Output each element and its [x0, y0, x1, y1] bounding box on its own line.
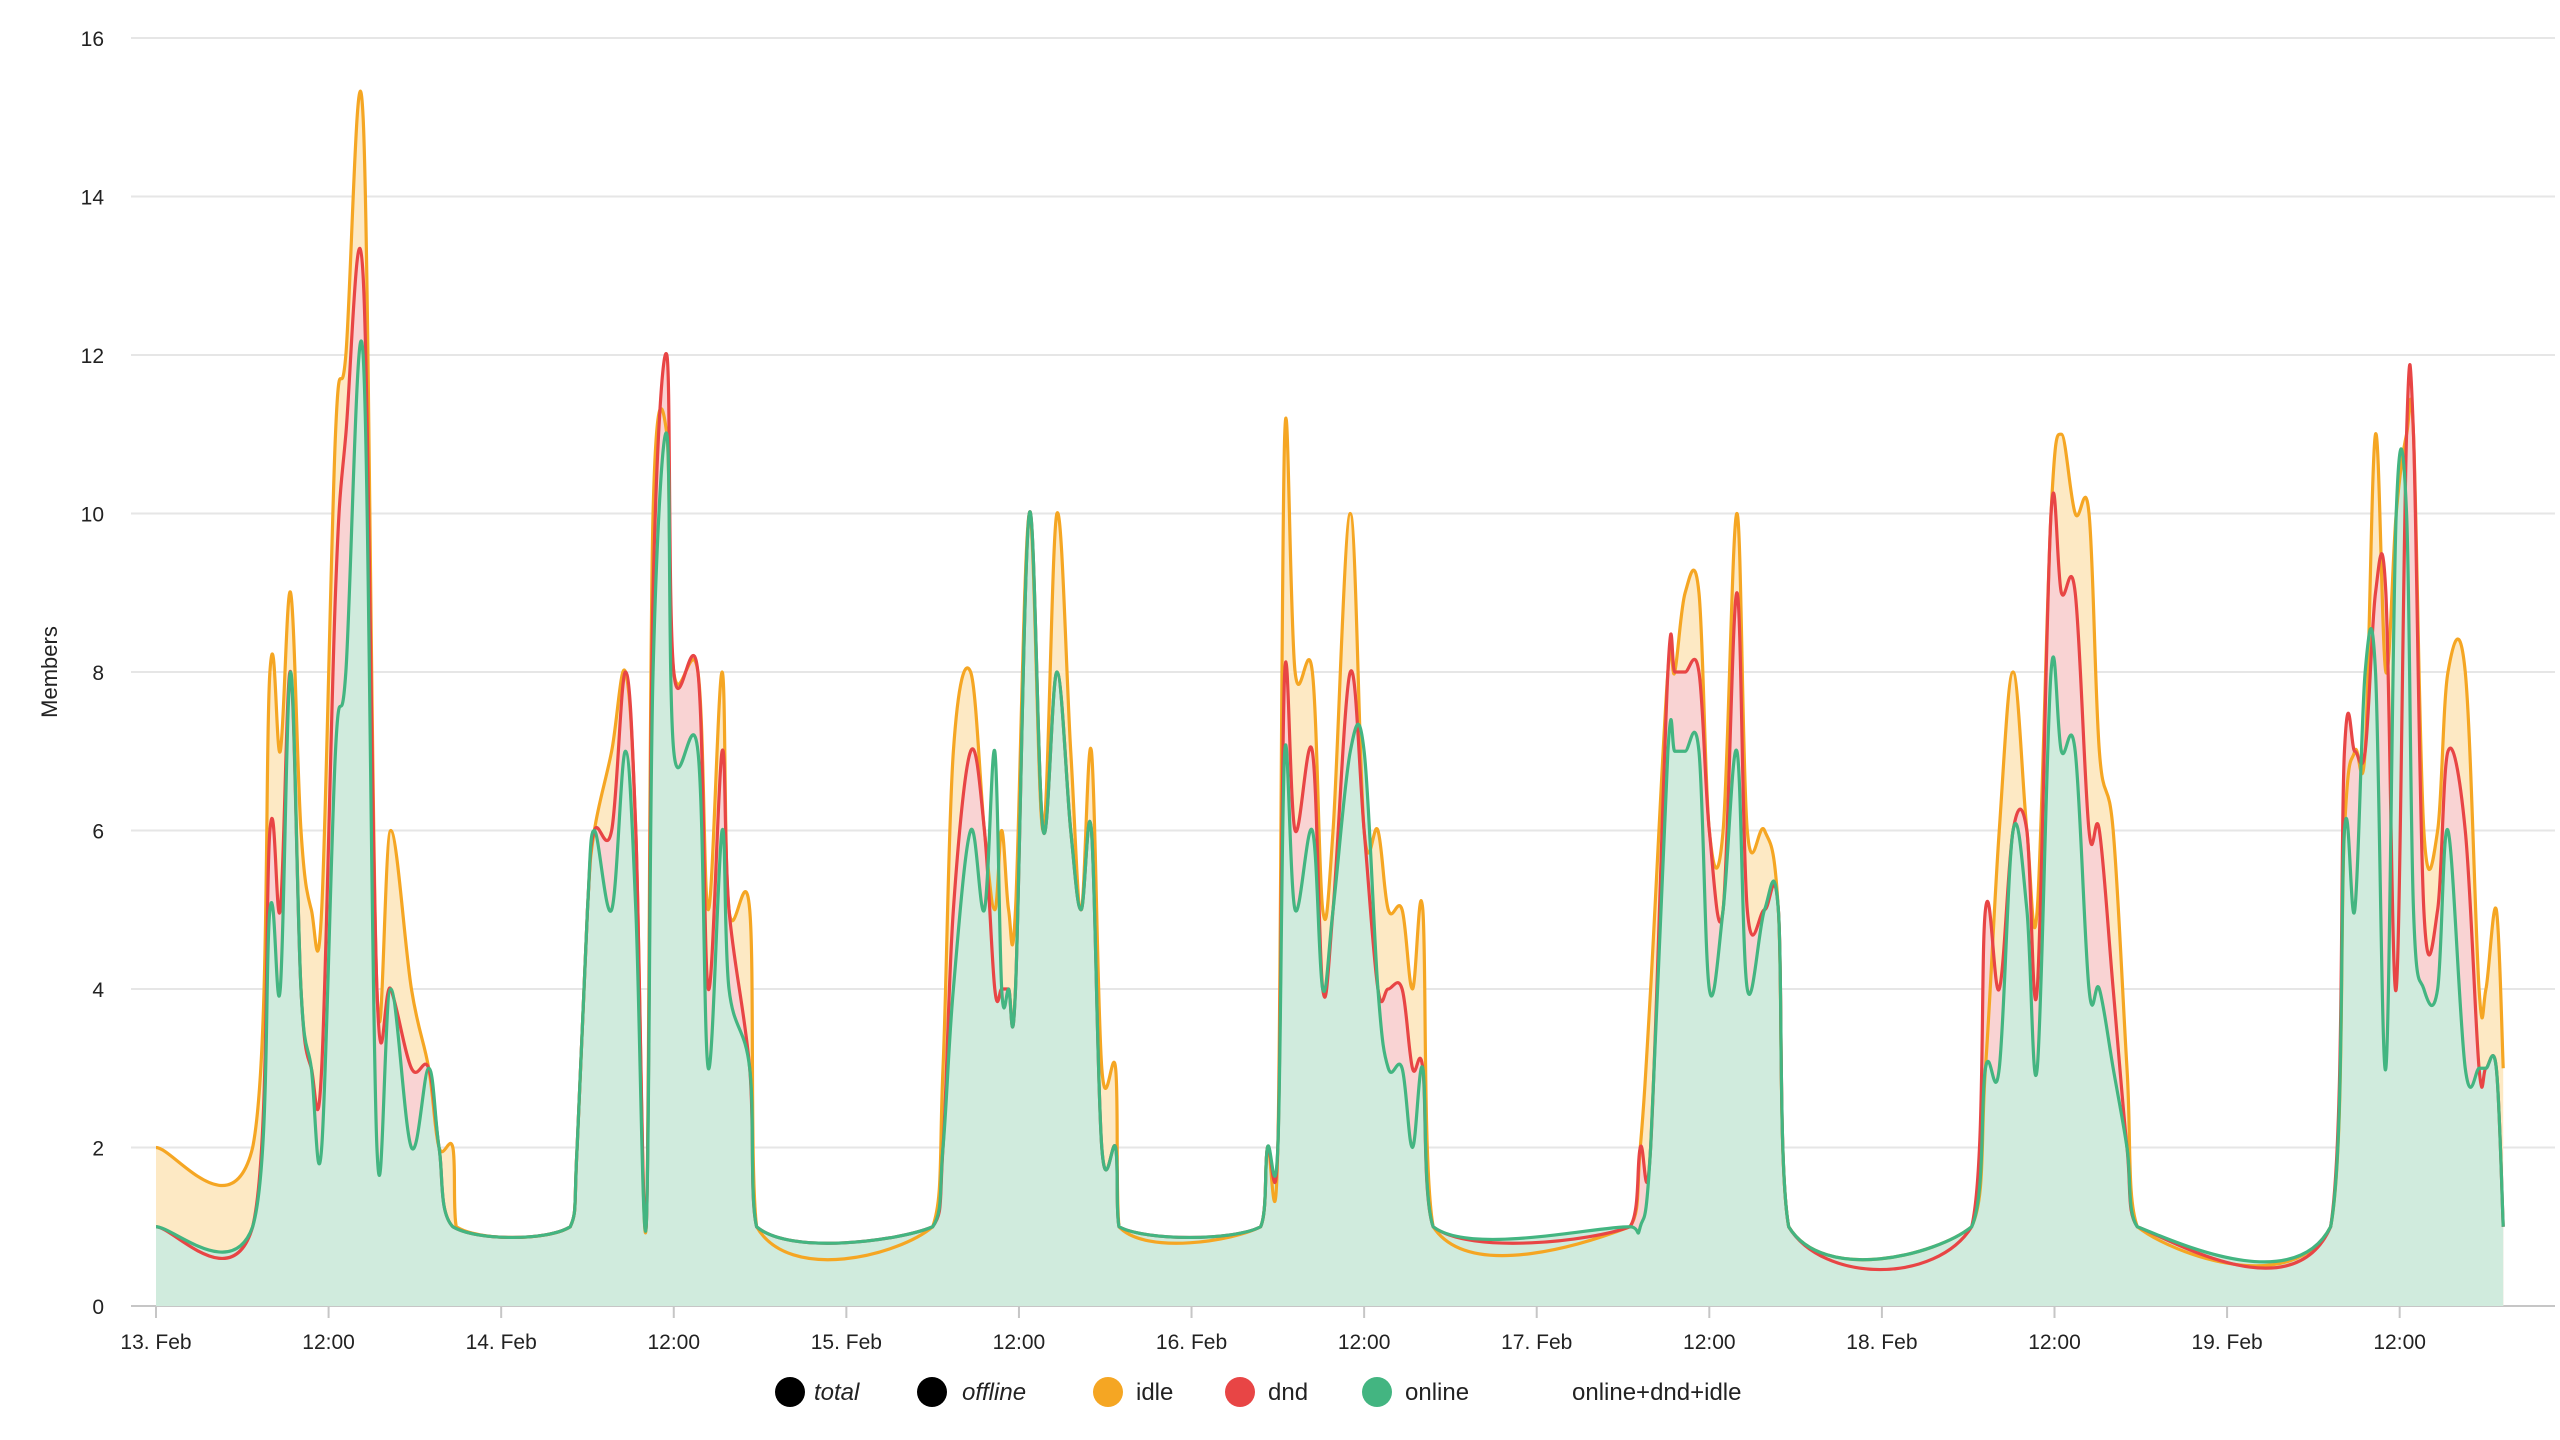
legend-label: online: [1405, 1379, 1469, 1406]
x-tick-label: 12:00: [2028, 1331, 2081, 1354]
legend-label: offline: [962, 1379, 1026, 1406]
legend-item-idle[interactable]: idle: [1093, 1377, 1173, 1407]
legend-label: total: [814, 1379, 860, 1406]
y-tick-label: 2: [92, 1138, 104, 1161]
y-tick-label: 16: [81, 28, 104, 51]
legend-item-online[interactable]: online: [1362, 1377, 1469, 1407]
y-tick-label: 0: [92, 1296, 104, 1319]
legend-item-total[interactable]: total: [775, 1377, 860, 1407]
y-tick-label: 6: [92, 821, 104, 844]
legend: total offline idle dnd online online+dnd+idle: [775, 1377, 1742, 1407]
legend-label: dnd: [1268, 1379, 1308, 1406]
y-tick-label: 4: [92, 979, 104, 1002]
x-tick-label: 12:00: [1683, 1331, 1736, 1354]
x-tick-label: 12:00: [302, 1331, 355, 1354]
x-tick-label: 12:00: [647, 1331, 700, 1354]
x-tick-label: 12:00: [993, 1331, 1046, 1354]
legend-label: idle: [1136, 1379, 1173, 1406]
x-tick-label: 14. Feb: [466, 1331, 537, 1354]
axes: 0 2 4 6 8 10 12 14 16 13. Feb 12:00 14. Feb 12:00 15.…: [81, 28, 2426, 1354]
y-tick-label: 12: [81, 345, 104, 368]
x-tick-label: 12:00: [2373, 1331, 2426, 1354]
legend-item-offline[interactable]: offline: [917, 1377, 1026, 1407]
y-axis-title: Members: [37, 626, 62, 718]
x-tick-label: 16. Feb: [1156, 1331, 1227, 1354]
x-tick-label: 19. Feb: [2191, 1331, 2262, 1354]
x-tick-label: 13. Feb: [120, 1331, 191, 1354]
area-online: [156, 340, 2504, 1306]
x-tick-label: 15. Feb: [811, 1331, 882, 1354]
legend-marker: [775, 1377, 805, 1407]
legend-item-dnd[interactable]: dnd: [1225, 1377, 1308, 1407]
legend-marker: [1362, 1377, 1392, 1407]
legend-marker: [917, 1377, 947, 1407]
legend-label: online+dnd+idle: [1572, 1379, 1742, 1406]
y-tick-label: 10: [81, 504, 104, 527]
legend-marker: [1225, 1377, 1255, 1407]
line-online: [155, 339, 2505, 1264]
x-tick-label: 12:00: [1338, 1331, 1391, 1354]
legend-item-online-dnd-idle[interactable]: online+dnd+idle: [1572, 1379, 1742, 1406]
series-lines: [155, 90, 2505, 1272]
legend-marker: [1093, 1377, 1123, 1407]
y-tick-label: 14: [81, 187, 105, 210]
x-tick-label: 17. Feb: [1501, 1331, 1572, 1354]
x-tick-label: 18. Feb: [1846, 1331, 1917, 1354]
series-areas: [156, 91, 2504, 1306]
y-tick-label: 8: [92, 662, 104, 685]
